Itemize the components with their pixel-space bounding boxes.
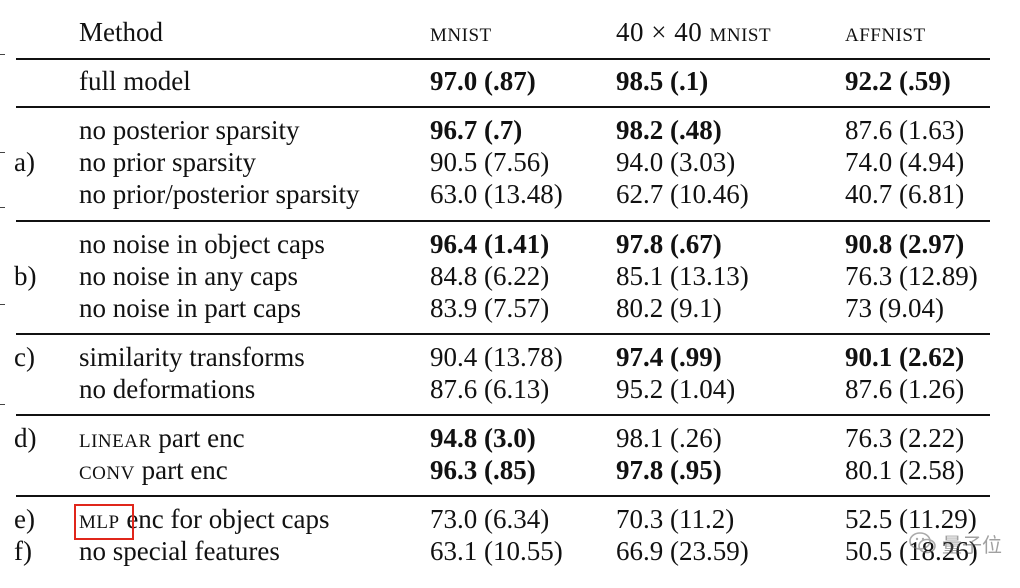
method-rest: part enc [134,455,228,485]
cell-mnist: 84.8 (6.22) [430,261,550,291]
cell-affnist: 76.3 (12.89) [845,261,978,291]
rule-c [16,333,990,335]
row-method: similarity transforms [79,342,305,372]
cell-affnist: 73 (9.04) [845,293,944,323]
cell-affnist: 92.2 (.59) [845,66,951,96]
cell-40x40: 97.4 (.99) [616,342,722,372]
cell-40x40: 97.8 (.67) [616,229,722,259]
cell-mnist: 63.0 (13.48) [430,179,563,209]
cell-40x40: 70.3 (11.2) [616,504,735,534]
cell-mnist: 97.0 (.87) [430,66,536,96]
method-rest: part enc [151,423,245,453]
cell-40x40: 95.2 (1.04) [616,374,736,404]
group-label-e: e) [14,504,35,534]
margin-tick [0,304,5,306]
cell-40x40: 94.0 (3.03) [616,147,736,177]
margin-tick [0,54,5,56]
group-label-a: a) [14,147,35,177]
margin-tick [0,152,5,154]
row-method: no posterior sparsity [79,115,300,145]
header-mnist: mnist [430,17,492,47]
row-method: no prior sparsity [79,147,256,177]
row-method: no deformations [79,374,256,404]
watermark-text: 量子位 [942,532,1002,557]
group-label-c: c) [14,342,35,372]
cell-mnist: 63.1 (10.55) [430,536,563,566]
row-method: no noise in part caps [79,293,301,323]
row-method: no noise in any caps [79,261,298,291]
cell-mnist: 94.8 (3.0) [430,423,536,453]
cell-40x40: 62.7 (10.46) [616,179,749,209]
cell-affnist: 50.5 (18.26) [845,536,978,566]
rule-a [16,106,990,108]
cell-40x40: 97.8 (.95) [616,455,722,485]
method-smallcaps: linear [79,423,152,453]
wechat-icon [909,532,936,554]
group-label-f: f) [14,536,32,566]
row-method: conv part enc [79,454,228,486]
cell-mnist: 73.0 (6.34) [430,504,550,534]
row-method: no noise in object caps [79,229,325,259]
cell-affnist: 87.6 (1.26) [845,374,965,404]
method-smallcaps: conv [79,455,135,485]
margin-tick [0,207,5,209]
group-label-b: b) [14,261,37,291]
cell-mnist: 96.7 (.7) [430,115,523,145]
cell-mnist: 96.3 (.85) [430,455,536,485]
cell-40x40: 98.2 (.48) [616,115,722,145]
header-40x40-mnist: 40 × 40 mnist [616,17,772,47]
cell-affnist: 40.7 (6.81) [845,179,965,209]
method-rest: enc for object caps [119,504,330,534]
row-method: mlp enc for object caps [79,503,329,535]
method-smallcaps: mlp [79,504,120,534]
cell-40x40: 80.2 (9.1) [616,293,722,323]
rule-d [16,414,990,416]
cell-mnist: 90.4 (13.78) [430,342,563,372]
cell-affnist: 80.1 (2.58) [845,455,965,485]
watermark: 量子位 [908,522,1006,564]
highlight-box [74,504,134,540]
header-method: Method [79,17,163,47]
cell-affnist: 90.1 (2.62) [845,342,965,372]
cell-mnist: 87.6 (6.13) [430,374,550,404]
cell-40x40: 66.9 (23.59) [616,536,749,566]
cell-mnist: 83.9 (7.57) [430,293,550,323]
cell-affnist: 76.3 (2.22) [845,423,965,453]
rule-header [16,58,990,60]
cell-40x40: 85.1 (13.13) [616,261,749,291]
cell-40x40: 98.5 (.1) [616,66,709,96]
header-affnist: affnist [845,17,926,47]
cell-40x40: 98.1 (.26) [616,423,722,453]
cell-affnist: 87.6 (1.63) [845,115,965,145]
cell-affnist: 90.8 (2.97) [845,229,965,259]
row-method: full model [79,66,191,96]
row-method: no prior/posterior sparsity [79,179,360,209]
row-method: no special features [79,536,280,566]
cell-affnist: 52.5 (11.29) [845,504,977,534]
rule-e [16,495,990,497]
cell-affnist: 74.0 (4.94) [845,147,965,177]
cell-mnist: 96.4 (1.41) [430,229,550,259]
group-label-d: d) [14,423,37,453]
rule-b [16,220,990,222]
cell-mnist: 90.5 (7.56) [430,147,550,177]
row-method: linear part enc [79,422,245,454]
margin-tick [0,404,5,406]
